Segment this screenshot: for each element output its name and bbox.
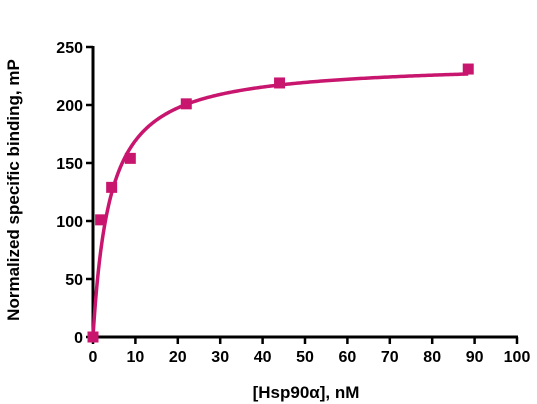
data-point — [87, 331, 99, 343]
data-points — [87, 63, 474, 343]
fit-curve — [91, 72, 469, 338]
x-tick-label: 30 — [211, 349, 229, 366]
data-point — [274, 77, 286, 89]
x-tick-label: 40 — [254, 349, 272, 366]
y-ticks: 0 50 100 150 200 250 — [56, 40, 93, 347]
x-tick-label: 60 — [339, 349, 357, 366]
y-tick-label: 0 — [74, 330, 83, 347]
data-point — [124, 152, 136, 164]
x-tick-label: 50 — [296, 349, 314, 366]
x-tick-label: 0 — [89, 349, 98, 366]
data-point — [462, 63, 474, 75]
x-tick-label: 100 — [504, 349, 531, 366]
y-tick-label: 200 — [56, 98, 83, 115]
x-axis-title: [Hsp90α], nM — [253, 383, 360, 402]
y-tick-label: 100 — [56, 214, 83, 231]
data-point — [180, 98, 192, 110]
data-point — [95, 214, 107, 226]
x-tick-label: 20 — [169, 349, 187, 366]
y-tick-label: 150 — [56, 156, 83, 173]
y-tick-label: 250 — [56, 40, 83, 57]
y-tick-label: 50 — [65, 272, 83, 289]
x-tick-label: 70 — [381, 349, 399, 366]
y-axis-title: Normalized specific binding, mP — [4, 59, 23, 321]
x-ticks: 0 10 20 30 40 50 60 70 80 90 100 — [89, 337, 531, 366]
x-tick-label: 10 — [127, 349, 145, 366]
x-tick-label: 90 — [466, 349, 484, 366]
x-tick-label: 80 — [423, 349, 441, 366]
data-point — [106, 181, 118, 193]
